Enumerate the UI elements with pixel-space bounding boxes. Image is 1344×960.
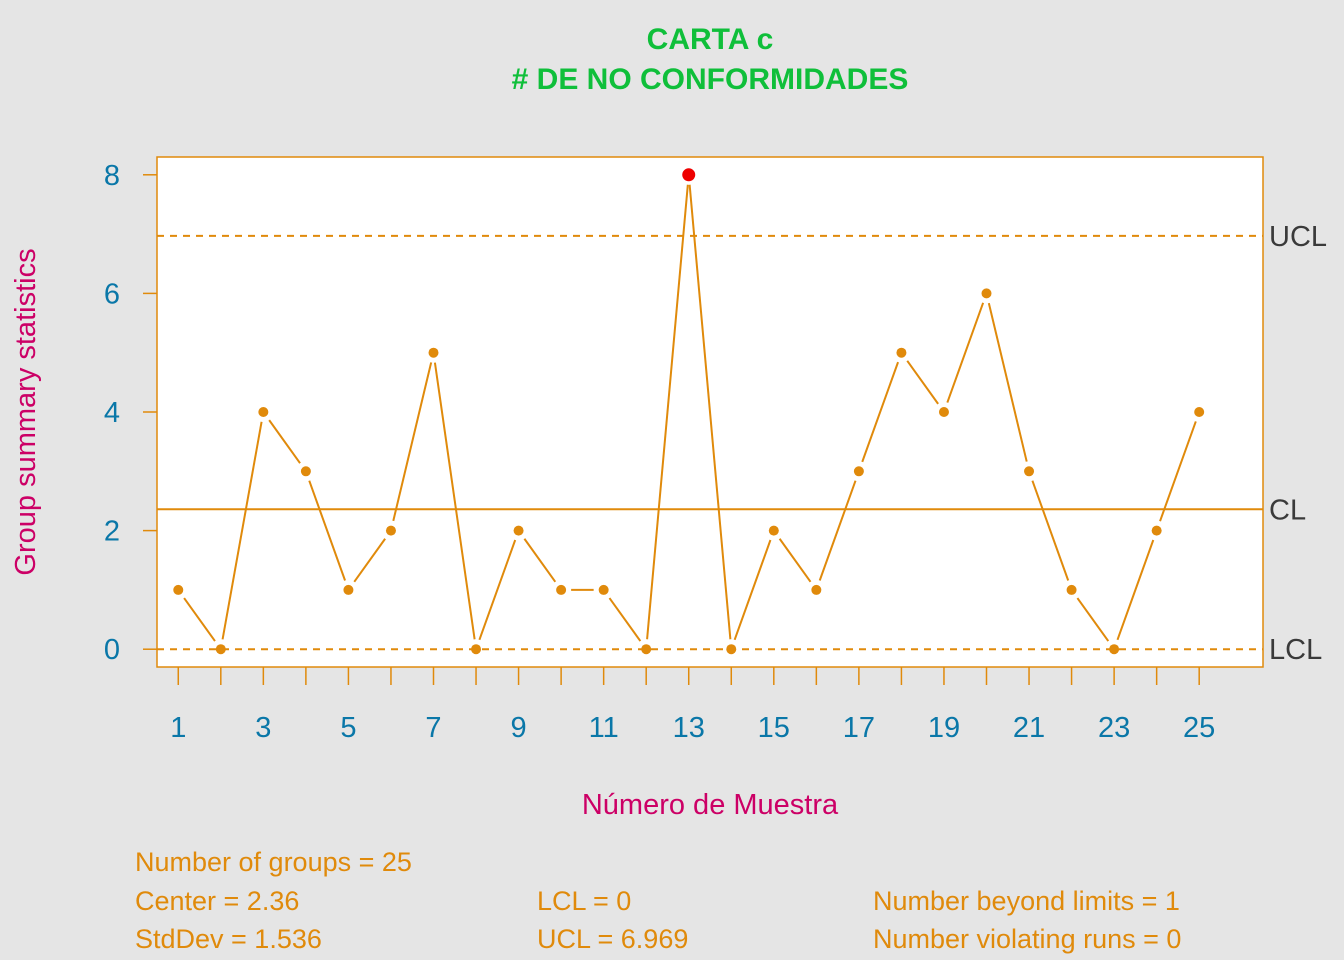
series-segment [478, 539, 517, 641]
data-point-beyond-limits [682, 168, 696, 182]
ucl-label: UCL [1269, 221, 1327, 253]
center-line-label: CL [1269, 494, 1306, 526]
series-segment [733, 539, 772, 641]
stat-stddev: StdDev = 1.536 [135, 924, 322, 954]
data-point [938, 407, 949, 417]
x-tick-label: 3 [255, 712, 271, 744]
series-segment [433, 362, 476, 640]
x-tick-label: 5 [340, 712, 356, 744]
data-point [343, 584, 354, 595]
data-point [981, 288, 992, 299]
y-tick-label: 2 [104, 516, 120, 548]
data-point [215, 644, 226, 655]
series-segment [778, 538, 812, 583]
data-point [811, 584, 822, 595]
x-tick-label: 11 [589, 712, 619, 744]
data-point [598, 584, 609, 595]
x-tick-label: 25 [1183, 712, 1215, 744]
series-segment [268, 419, 301, 464]
x-tick-label: 1 [170, 712, 186, 744]
data-point [300, 466, 311, 477]
chart-subtitle: # DE NO CONFORMIDADES [512, 63, 909, 96]
series-segment [608, 597, 642, 642]
series-segment [221, 421, 263, 640]
stat-number-beyond-limits: Number beyond limits = 1 [873, 886, 1180, 916]
data-point [556, 584, 567, 595]
data-point [1194, 407, 1205, 417]
data-point [768, 525, 779, 536]
data-point [726, 644, 737, 655]
series-segment [1031, 480, 1070, 581]
lcl-label: LCL [1269, 634, 1322, 666]
data-point [896, 347, 907, 358]
chart-title: CARTA c [647, 23, 774, 56]
x-tick-label: 19 [928, 712, 960, 744]
x-axis-label: Número de Muestra [582, 789, 839, 821]
data-point [428, 347, 439, 358]
series-segment [646, 184, 689, 640]
x-tick-label: 9 [511, 712, 527, 744]
series-segment [946, 302, 985, 403]
series-segment [861, 361, 899, 463]
series-segment [1159, 421, 1197, 522]
series-segment [1076, 597, 1110, 642]
data-point [173, 584, 184, 595]
data-point [385, 525, 396, 536]
series-segment [523, 538, 557, 583]
series-segment [1116, 539, 1155, 641]
stat-ucl: UCL = 6.969 [537, 924, 689, 954]
series-segment [987, 302, 1028, 462]
data-point [1109, 644, 1120, 655]
data-point [1024, 466, 1035, 477]
data-point [853, 466, 864, 477]
x-tick-label: 21 [1013, 712, 1045, 744]
data-point [513, 525, 524, 536]
series-segment [392, 362, 433, 522]
x-tick-label: 13 [673, 712, 705, 744]
y-tick-label: 0 [104, 634, 120, 666]
x-tick-label: 17 [843, 712, 875, 744]
data-point [258, 407, 269, 417]
stat-center: Center = 2.36 [135, 886, 300, 916]
data-point [641, 644, 652, 655]
series-segment [688, 184, 732, 640]
data-point [471, 644, 482, 655]
y-tick-label: 4 [104, 397, 120, 429]
y-tick-label: 8 [104, 160, 120, 192]
series-segment [308, 480, 346, 581]
y-tick-label: 6 [104, 278, 120, 310]
series-segment [183, 597, 216, 642]
x-tick-label: 15 [758, 712, 790, 744]
data-point [1151, 525, 1162, 536]
stat-lcl: LCL = 0 [537, 886, 632, 916]
series-segment [353, 538, 386, 583]
x-tick-label: 7 [425, 712, 441, 744]
data-point [1066, 584, 1077, 595]
x-tick-label: 23 [1098, 712, 1130, 744]
y-axis-label: Group summary statistics [10, 248, 42, 575]
stat-number-of-groups: Number of groups = 25 [135, 847, 412, 877]
series-segment [818, 480, 857, 581]
series-segment [906, 360, 939, 405]
stat-number-violating-runs: Number violating runs = 0 [873, 924, 1182, 954]
